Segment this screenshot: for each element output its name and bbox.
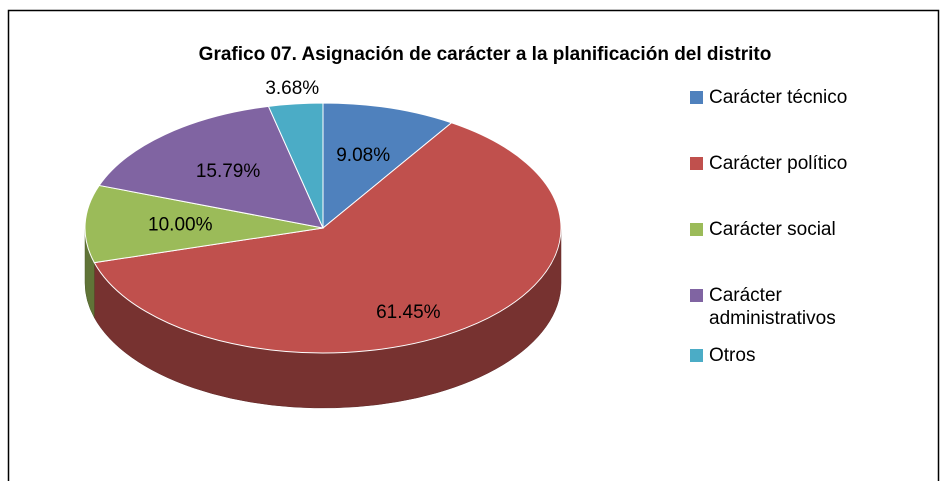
legend-item: Otros xyxy=(690,344,900,367)
legend-label: Carácter administrativos xyxy=(709,285,836,329)
pie-slice xyxy=(84,184,324,264)
data-label: 10.00% xyxy=(148,215,213,236)
legend-swatch xyxy=(690,223,703,236)
pie-slice xyxy=(98,105,324,229)
legend-swatch xyxy=(690,91,703,104)
legend-item: Carácter político xyxy=(690,152,900,175)
legend-item: Carácter social xyxy=(690,218,900,241)
legend-label: Carácter social xyxy=(709,219,836,240)
legend-item: Carácter técnico xyxy=(690,86,900,109)
pie-slice xyxy=(322,102,453,230)
legend-label: Carácter político xyxy=(709,153,848,174)
legend-label: Carácter técnico xyxy=(709,87,848,108)
data-label: 3.68% xyxy=(265,78,319,99)
pie-slice xyxy=(267,102,324,229)
legend-label: Otros xyxy=(709,345,756,366)
legend-swatch xyxy=(690,349,703,362)
legend-swatch xyxy=(690,157,703,170)
legend-swatch xyxy=(690,289,703,302)
legend-item: Carácter administrativos xyxy=(690,284,900,330)
data-label: 9.08% xyxy=(336,145,390,166)
chart-title: Grafico 07. Asignación de carácter a la … xyxy=(199,44,772,65)
data-label: 61.45% xyxy=(376,302,441,323)
data-label: 15.79% xyxy=(196,161,261,182)
pie-slice xyxy=(93,122,562,354)
legend: Carácter técnico Carácter político Carácte… xyxy=(690,86,900,367)
